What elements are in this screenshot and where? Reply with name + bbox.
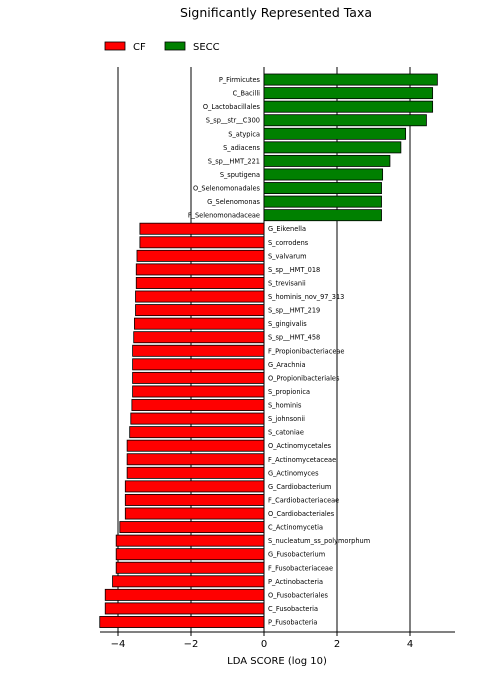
bar-C_Bacilli: [263, 87, 434, 100]
bar-G_Selenomonas: [263, 195, 382, 208]
bar-label: F_Propionibacteriaceae: [268, 347, 344, 355]
bar-label: C_Bacilli: [233, 90, 261, 98]
bar-S_johnsonii: [130, 412, 265, 425]
bar-label: G_Eikenella: [268, 225, 306, 233]
bar-O_Lactobacillales: [263, 100, 434, 113]
bar-S_nucleatum_ss_polymorphum: [115, 534, 265, 547]
bar-S_catoniae: [129, 426, 265, 439]
bar-label: P_Firmicutes: [219, 76, 261, 84]
bar-label: S_atypica: [228, 130, 260, 138]
chart-title: Significantly Represented Taxa: [180, 5, 372, 20]
bar-label: C_Fusobacteria: [268, 605, 318, 613]
bar-label: S_gingivalis: [268, 320, 307, 328]
bar-label: S_sputigena: [220, 171, 260, 179]
bar-P_Firmicutes: [263, 73, 438, 86]
bar-G_Arachnia: [132, 358, 265, 371]
bar-S_atypica: [263, 127, 407, 140]
bar-label: S_johnsonii: [268, 415, 305, 423]
bar-label: O_Cardiobacteriales: [268, 510, 335, 518]
bar-label: S_sp__HMT_018: [268, 266, 320, 274]
bar-label: S_sp__HMT_219: [268, 307, 320, 315]
bar-label: S_sp__HMT_458: [268, 334, 320, 342]
bar-label: F_Selenomonadaceae: [188, 212, 260, 220]
bar-F_Cardiobacteriaceae: [124, 493, 265, 506]
x-tick-label: −4: [111, 639, 126, 650]
bar-label: P_Fusobacteria: [268, 618, 317, 626]
bar-O_Selenomonadales: [263, 182, 382, 195]
legend-label-secc: SECC: [193, 42, 220, 53]
legend: CF SECC: [104, 41, 220, 53]
bar-label: S_valvarum: [268, 252, 307, 260]
bar-S_sp__HMT_219: [135, 304, 265, 317]
bar-label: O_Fusobacteriales: [268, 591, 329, 599]
bar-S_sp__str__C300: [263, 114, 427, 127]
x-tick-label: −2: [184, 639, 199, 650]
bar-label: O_Selenomonadales: [193, 185, 261, 193]
bar-S_gingivalis: [134, 317, 265, 330]
bar-label: S_nucleatum_ss_polymorphum: [268, 537, 370, 545]
bar-label: G_Actinomyces: [268, 469, 319, 477]
bar-label: O_Actinomycetales: [268, 442, 332, 450]
bar-O_Actinomycetales: [126, 439, 265, 452]
bar-G_Fusobacterium: [115, 548, 265, 561]
bar-S_valvarum: [136, 249, 265, 262]
bar-G_Cardiobacterium: [124, 480, 265, 493]
x-axis-label: LDA SCORE (log 10): [227, 656, 327, 667]
bar-S_hominis: [131, 399, 265, 411]
bar-O_Propionibacteriales: [132, 371, 265, 384]
plot-area: P_Firmicutes C_Bacilli O_Lactobacillales S_…: [99, 67, 455, 650]
x-tick-label: 4: [407, 639, 413, 650]
bar-O_Cardiobacteriales: [124, 507, 265, 520]
bar-F_Selenomonadaceae: [263, 209, 382, 222]
bar-S_propionica: [132, 385, 265, 398]
x-tick-label: 0: [261, 639, 267, 650]
bar-label: F_Cardiobacteriaceae: [268, 496, 339, 504]
bar-label: S_trevisanii: [268, 279, 306, 287]
bar-label: C_Actinomycetia: [268, 524, 323, 532]
bar-label: P_Actinobacteria: [268, 578, 323, 586]
bar-C_Actinomycetia: [119, 521, 265, 534]
bar-label: S_hominis_nov_97_313: [268, 293, 344, 301]
bar-label: G_Cardiobacterium: [268, 483, 331, 491]
legend-label-cf: CF: [133, 42, 146, 53]
legend-swatch-cf: [104, 41, 126, 51]
bar-F_Propionibacteriaceae: [132, 344, 265, 357]
bar-S_adiacens: [263, 141, 402, 154]
bar-label: O_Propionibacteriales: [268, 374, 340, 382]
bar-label: F_Actinomycetaceae: [268, 456, 336, 464]
bar-label: G_Arachnia: [268, 361, 306, 369]
bar-G_Eikenella: [139, 222, 265, 235]
x-tick-label: 2: [334, 639, 340, 650]
bar-label: S_corrodens: [268, 239, 309, 247]
bar-S_trevisanii: [135, 277, 265, 289]
bar-O_Fusobacteriales: [104, 588, 265, 601]
bar-P_Fusobacteria: [99, 616, 265, 628]
bar-label: S_sp__str__C300: [206, 117, 260, 125]
bar-S_sp__HMT_018: [135, 263, 265, 276]
bar-F_Actinomycetaceae: [126, 453, 265, 466]
bar-S_sp__HMT_458: [133, 331, 265, 344]
legend-swatch-secc: [164, 41, 186, 51]
bar-G_Actinomyces: [126, 466, 265, 479]
bar-P_Actinobacteria: [112, 575, 265, 588]
bar-label: S_adiacens: [223, 144, 260, 152]
bar-label: G_Fusobacterium: [268, 551, 325, 559]
bar-S_hominis_nov_97_313: [135, 290, 265, 303]
bar-label: S_propionica: [268, 388, 310, 396]
bar-S_sputigena: [263, 168, 384, 181]
bar-label: S_sp__HMT_221: [208, 157, 260, 165]
bar-label: O_Lactobacillales: [203, 103, 261, 111]
bar-S_corrodens: [139, 236, 265, 249]
bar-label: F_Fusobacteriaceae: [268, 564, 333, 572]
bar-label: G_Selenomonas: [207, 198, 260, 206]
bar-C_Fusobacteria: [104, 602, 265, 615]
bar-F_Fusobacteriaceae: [115, 561, 265, 574]
bar-S_sp__HMT_221: [263, 154, 391, 167]
bar-label: S_hominis: [268, 402, 302, 410]
bar-label: S_catoniae: [268, 429, 304, 437]
